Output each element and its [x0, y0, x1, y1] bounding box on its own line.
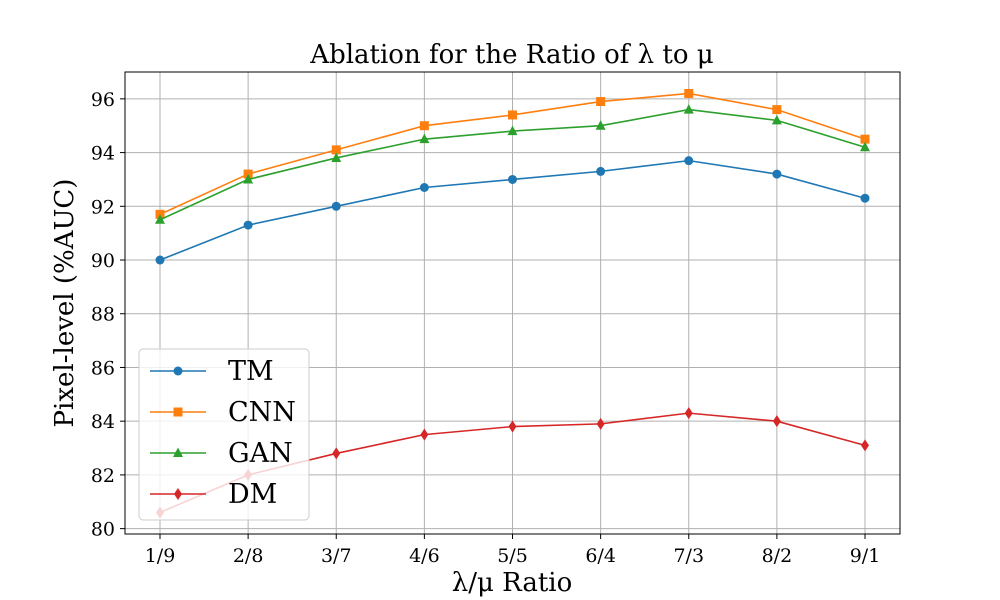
legend-marker-cnn [173, 407, 183, 417]
x-tick-label: 4/6 [409, 545, 440, 567]
series-tm-point [419, 183, 429, 192]
series-dm-point [508, 420, 517, 433]
y-tick-label: 94 [91, 143, 115, 165]
x-tick-label: 8/2 [762, 545, 793, 567]
ticks: 1/9 2/8 3/7 4/6 5/5 6/4 7/3 8/2 9/1 80 82 84 86 88 90 9… [91, 89, 880, 567]
x-tick-label: 3/7 [321, 545, 352, 567]
legend-label-gan: GAN [228, 438, 293, 469]
y-tick-label: 96 [91, 89, 115, 111]
series-tm-point [596, 166, 606, 176]
y-tick-label: 80 [91, 519, 115, 541]
legend-label-tm: TM [228, 356, 274, 387]
x-axis-label: λ/μ Ratio [452, 568, 573, 598]
x-tick-label: 9/1 [850, 545, 881, 567]
y-tick-label: 92 [91, 196, 115, 218]
series-gan-point [860, 141, 870, 152]
legend-label-dm: DM [228, 479, 277, 510]
y-tick-label: 84 [91, 411, 115, 433]
y-tick-label: 86 [91, 357, 115, 379]
series-cnn-point [331, 145, 341, 155]
series-dm-point [332, 447, 341, 460]
series-dm-point [420, 428, 429, 441]
series-tm-point [684, 156, 694, 166]
series-gan [155, 104, 870, 224]
legend-marker-tm [173, 366, 183, 376]
legend-box [138, 348, 310, 521]
series-dm-point [684, 407, 693, 420]
series-cnn-point [860, 134, 870, 144]
legend-label-cnn: CNN [228, 397, 296, 428]
series-cnn-point [772, 105, 782, 115]
series-gan-point [595, 120, 606, 130]
series-cnn-point [419, 121, 429, 131]
x-tick-label: 2/8 [233, 545, 264, 567]
series-cnn-point [596, 97, 606, 107]
series-gan-point [155, 214, 165, 224]
y-tick-label: 88 [91, 304, 115, 326]
series-dm-point [861, 439, 869, 452]
x-tick-label: 1/9 [145, 545, 176, 567]
series-tm-point [331, 201, 341, 211]
y-axis-label: Pixel-level (%AUC) [50, 179, 80, 428]
series-gan-point [243, 173, 254, 184]
series-gan-point [331, 152, 342, 162]
series-cnn-point [684, 88, 694, 98]
x-tick-label: 6/4 [585, 545, 616, 567]
legend-item-cnn: CNN [150, 397, 296, 428]
y-tick-label: 90 [91, 250, 115, 272]
series-gan-point [419, 133, 430, 144]
series-dm-point [772, 415, 781, 428]
y-tick-label: 82 [91, 465, 115, 487]
series-gan-point [683, 104, 694, 114]
legend: TM CNN GAN DM [138, 348, 310, 521]
series-tm-point [772, 169, 782, 179]
x-tick-label: 5/5 [497, 545, 528, 567]
x-tick-label: 7/3 [673, 545, 704, 567]
legend-item-gan: GAN [150, 438, 293, 469]
legend-item-dm: DM [150, 479, 277, 510]
legend-item-tm: TM [150, 356, 274, 387]
series-gan-point [771, 114, 782, 125]
series-tm-point [155, 255, 165, 265]
legend-marker-gan [173, 447, 183, 457]
series-tm-point [508, 174, 517, 184]
legend-marker-dm [174, 488, 182, 500]
chart-title: Ablation for the Ratio of λ to μ [309, 40, 713, 70]
series-dm-point [596, 417, 605, 430]
series-tm [155, 156, 870, 265]
series-cnn-point [508, 110, 517, 120]
series-tm-point [860, 193, 870, 203]
series-gan-point [507, 125, 518, 136]
series-tm-point [243, 220, 253, 230]
